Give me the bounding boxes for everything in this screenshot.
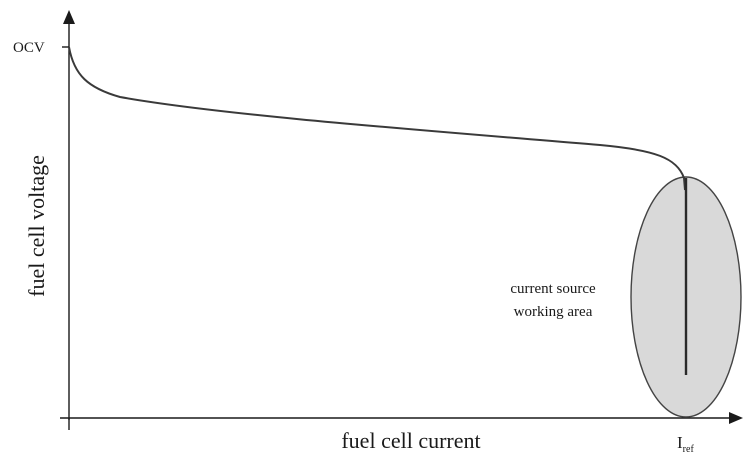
y-axis-arrow [63, 10, 75, 24]
x-axis-arrow [729, 412, 743, 424]
region-label-line-2: working area [514, 304, 593, 320]
x-tick-label-iref-sub: ref [683, 444, 695, 455]
y-tick-label-ocv: OCV [13, 40, 45, 56]
region-label-line-1: current source [510, 281, 596, 297]
polarization-curve [68, 46, 686, 191]
y-axis-title: fuel cell voltage [24, 155, 49, 297]
x-tick-label-iref: Iref [677, 433, 694, 455]
x-axis-title: fuel cell current [341, 428, 480, 453]
x-tick-label-iref-main: I [677, 433, 683, 452]
